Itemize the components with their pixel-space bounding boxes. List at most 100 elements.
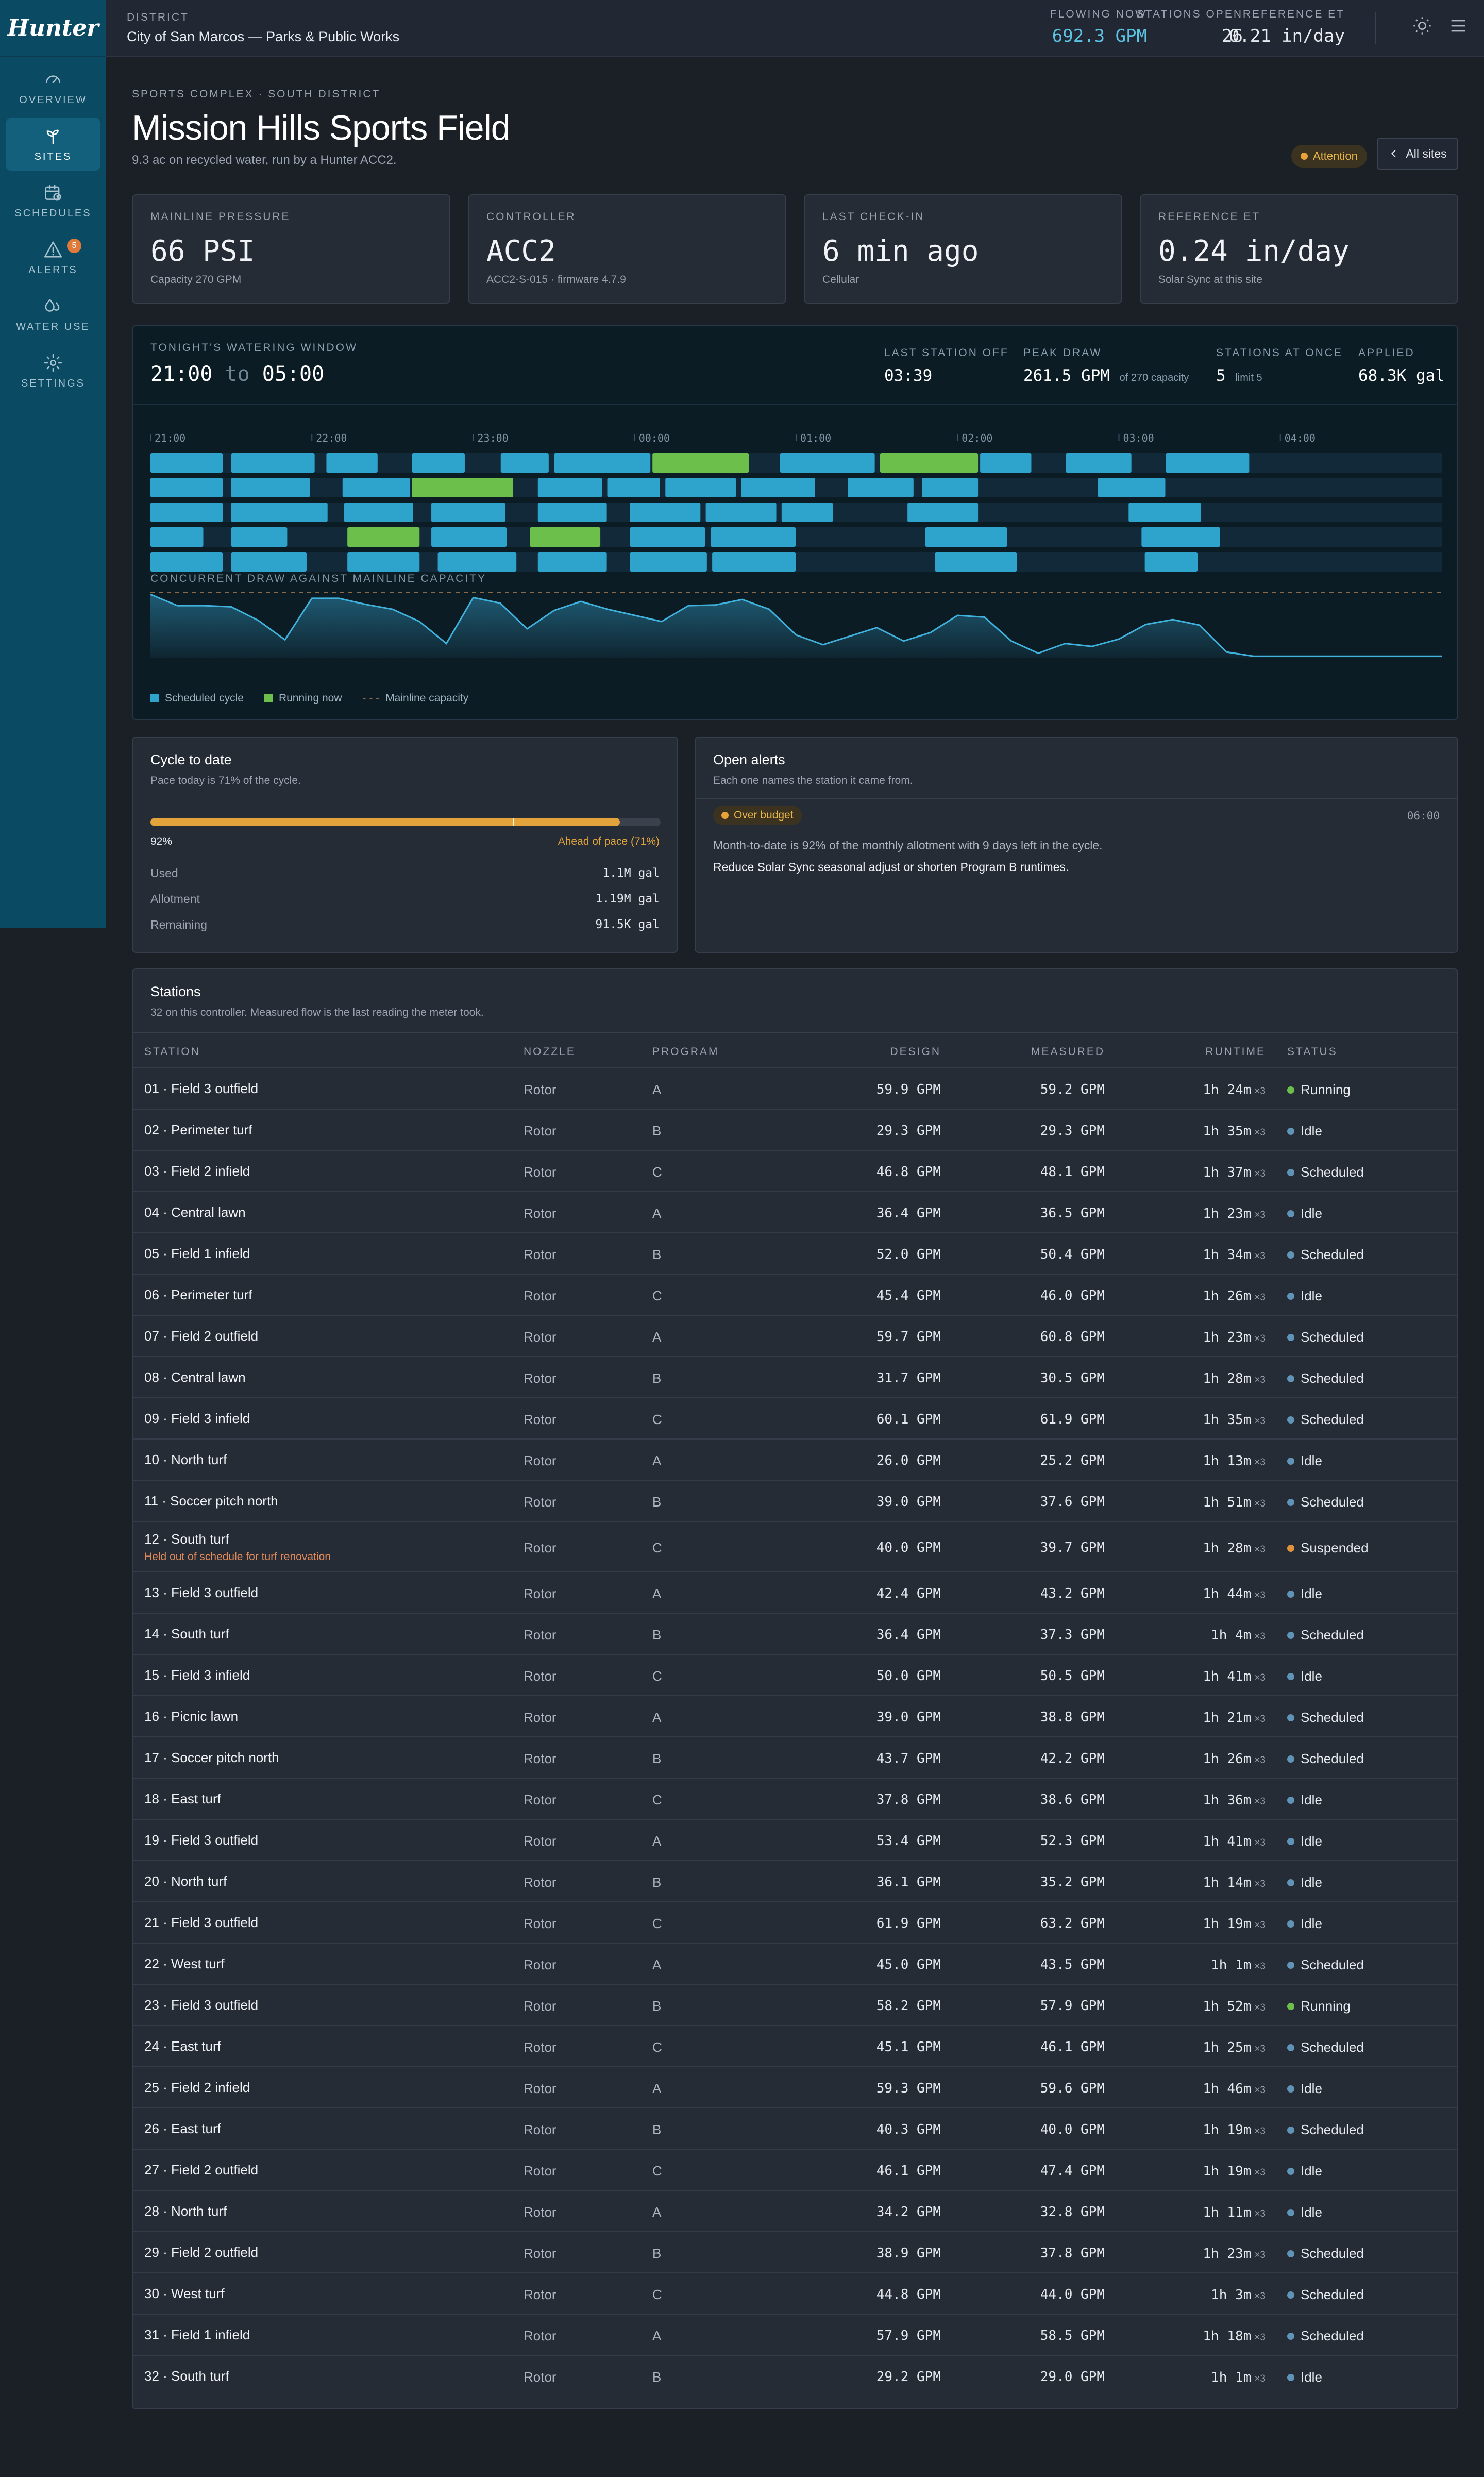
col-measured[interactable]: MEASURED (1031, 1046, 1105, 1058)
table-row[interactable]: 20 · North turf Rotor B 36.1 GPM 35.2 GPM 1h … (133, 1860, 1457, 1901)
table-row[interactable]: 12 · South turf Held out of schedule for … (133, 1521, 1457, 1571)
nav-item-water-use[interactable]: WATER USE (6, 288, 100, 341)
table-row[interactable]: 07 · Field 2 outfield Rotor A 59.7 GPM 60.8 … (133, 1315, 1457, 1356)
table-row[interactable]: 25 · Field 2 infield Rotor A 59.3 GPM 59.6 G… (133, 2066, 1457, 2107)
col-design[interactable]: DESIGN (890, 1046, 941, 1058)
running-cycle-bar[interactable] (880, 453, 979, 473)
nav-item-sites[interactable]: SITES (6, 118, 100, 171)
table-row[interactable]: 15 · Field 3 infield Rotor C 50.0 GPM 50.5 G… (133, 1654, 1457, 1695)
scheduled-cycle-bar[interactable] (231, 527, 288, 547)
table-row[interactable]: 26 · East turf Rotor B 40.3 GPM 40.0 GPM 1h 1… (133, 2107, 1457, 2149)
scheduled-cycle-bar[interactable] (500, 453, 549, 473)
table-row[interactable]: 28 · North turf Rotor A 34.2 GPM 32.8 GPM 1h … (133, 2190, 1457, 2231)
scheduled-cycle-bar[interactable] (781, 503, 833, 522)
scheduled-cycle-bar[interactable] (607, 478, 661, 497)
scheduled-cycle-bar[interactable] (710, 527, 796, 547)
scheduled-cycle-bar[interactable] (537, 503, 607, 522)
station-measured-flow: 59.2 GPM (1040, 1082, 1105, 1097)
scheduled-cycle-bar[interactable] (630, 527, 705, 547)
scheduled-cycle-bar[interactable] (150, 453, 223, 473)
scheduled-cycle-bar[interactable] (412, 453, 465, 473)
table-row[interactable]: 23 · Field 3 outfield Rotor B 58.2 GPM 57.9 … (133, 1984, 1457, 2025)
table-row[interactable]: 21 · Field 3 outfield Rotor C 61.9 GPM 63.2 … (133, 1901, 1457, 1943)
scheduled-cycle-bar[interactable] (150, 552, 223, 572)
scheduled-cycle-bar[interactable] (342, 478, 410, 497)
table-row[interactable]: 03 · Field 2 infield Rotor C 46.8 GPM 48.1 G… (133, 1150, 1457, 1191)
scheduled-cycle-bar[interactable] (907, 503, 979, 522)
scheduled-cycle-bar[interactable] (431, 503, 505, 522)
table-row[interactable]: 22 · West turf Rotor A 45.0 GPM 43.5 GPM 1h 1… (133, 1943, 1457, 1984)
table-row[interactable]: 08 · Central lawn Rotor B 31.7 GPM 30.5 GPM 1… (133, 1356, 1457, 1397)
scheduled-cycle-bar[interactable] (630, 503, 701, 522)
scheduled-cycle-bar[interactable] (935, 552, 1017, 572)
table-row[interactable]: 18 · East turf Rotor C 37.8 GPM 38.6 GPM 1h 3… (133, 1778, 1457, 1819)
col-program[interactable]: PROGRAM (652, 1046, 719, 1058)
running-cycle-bar[interactable] (412, 478, 513, 497)
scheduled-cycle-bar[interactable] (705, 503, 777, 522)
table-row[interactable]: 06 · Perimeter turf Rotor C 45.4 GPM 46.0 GP… (133, 1274, 1457, 1315)
all-sites-button[interactable]: All sites (1377, 138, 1458, 170)
nav-item-settings[interactable]: SETTINGS (6, 345, 100, 397)
table-row[interactable]: 27 · Field 2 outfield Rotor C 46.1 GPM 47.4 … (133, 2149, 1457, 2190)
scheduled-cycle-bar[interactable] (437, 552, 517, 572)
table-row[interactable]: 19 · Field 3 outfield Rotor A 53.4 GPM 52.3 … (133, 1819, 1457, 1860)
scheduled-cycle-bar[interactable] (347, 552, 420, 572)
nav-item-schedules[interactable]: SCHEDULES (6, 175, 100, 227)
scheduled-cycle-bar[interactable] (1166, 453, 1250, 473)
table-row[interactable]: 01 · Field 3 outfield Rotor A 59.9 GPM 59.2 … (133, 1067, 1457, 1109)
table-row[interactable]: 17 · Soccer pitch north Rotor B 43.7 GPM 42.… (133, 1736, 1457, 1778)
table-row[interactable]: 11 · Soccer pitch north Rotor B 39.0 GPM 37.… (133, 1480, 1457, 1521)
col-station[interactable]: STATION (144, 1046, 200, 1058)
table-row[interactable]: 29 · Field 2 outfield Rotor B 38.9 GPM 37.8 … (133, 2231, 1457, 2272)
scheduled-cycle-bar[interactable] (150, 527, 204, 547)
scheduled-cycle-bar[interactable] (554, 453, 651, 473)
scheduled-cycle-bar[interactable] (1141, 527, 1220, 547)
table-row[interactable]: 16 · Picnic lawn Rotor A 39.0 GPM 38.8 GPM 1h… (133, 1695, 1457, 1736)
table-row[interactable]: 30 · West turf Rotor C 44.8 GPM 44.0 GPM 1h 3… (133, 2272, 1457, 2314)
scheduled-cycle-bar[interactable] (231, 478, 310, 497)
scheduled-cycle-bar[interactable] (150, 478, 223, 497)
scheduled-cycle-bar[interactable] (326, 453, 378, 473)
scheduled-cycle-bar[interactable] (150, 503, 223, 522)
table-row[interactable]: 04 · Central lawn Rotor A 36.4 GPM 36.5 GPM 1… (133, 1191, 1457, 1232)
table-row[interactable]: 10 · North turf Rotor A 26.0 GPM 25.2 GPM 1h … (133, 1438, 1457, 1480)
table-row[interactable]: 05 · Field 1 infield Rotor B 52.0 GPM 50.4 G… (133, 1232, 1457, 1274)
scheduled-cycle-bar[interactable] (1128, 503, 1201, 522)
running-cycle-bar[interactable] (652, 453, 749, 473)
scheduled-cycle-bar[interactable] (1066, 453, 1132, 473)
nav-item-alerts[interactable]: ALERTS 5 (6, 231, 100, 284)
scheduled-cycle-bar[interactable] (630, 552, 707, 572)
menu-button[interactable] (1448, 15, 1469, 39)
scheduled-cycle-bar[interactable] (231, 503, 328, 522)
scheduled-cycle-bar[interactable] (537, 478, 602, 497)
scheduled-cycle-bar[interactable] (922, 478, 979, 497)
scheduled-cycle-bar[interactable] (780, 453, 875, 473)
scheduled-cycle-bar[interactable] (925, 527, 1007, 547)
scheduled-cycle-bar[interactable] (431, 527, 507, 547)
scheduled-cycle-bar[interactable] (1144, 552, 1198, 572)
table-row[interactable]: 14 · South turf Rotor B 36.4 GPM 37.3 GPM 1h … (133, 1613, 1457, 1654)
scheduled-cycle-bar[interactable] (231, 453, 315, 473)
running-cycle-bar[interactable] (530, 527, 601, 547)
scheduled-cycle-bar[interactable] (848, 478, 914, 497)
nav-item-overview[interactable]: OVERVIEW (6, 61, 100, 114)
col-status[interactable]: STATUS (1287, 1046, 1338, 1058)
scheduled-cycle-bar[interactable] (980, 453, 1032, 473)
table-row[interactable]: 24 · East turf Rotor C 45.1 GPM 46.1 GPM 1h 2… (133, 2025, 1457, 2066)
table-row[interactable]: 32 · South turf Rotor B 29.2 GPM 29.0 GPM 1h … (133, 2355, 1457, 2396)
scheduled-cycle-bar[interactable] (741, 478, 815, 497)
table-row[interactable]: 02 · Perimeter turf Rotor B 29.3 GPM 29.3 GP… (133, 1109, 1457, 1150)
table-row[interactable]: 31 · Field 1 infield Rotor A 57.9 GPM 58.5 G… (133, 2314, 1457, 2355)
col-runtime[interactable]: RUNTIME (1205, 1046, 1266, 1058)
scheduled-cycle-bar[interactable] (712, 552, 796, 572)
running-cycle-bar[interactable] (347, 527, 420, 547)
col-nozzle[interactable]: NOZZLE (524, 1046, 576, 1058)
theme-toggle-button[interactable] (1412, 15, 1432, 39)
scheduled-cycle-bar[interactable] (537, 552, 607, 572)
scheduled-cycle-bar[interactable] (344, 503, 413, 522)
scheduled-cycle-bar[interactable] (231, 552, 307, 572)
scheduled-cycle-bar[interactable] (665, 478, 736, 497)
scheduled-cycle-bar[interactable] (1098, 478, 1166, 497)
table-row[interactable]: 13 · Field 3 outfield Rotor A 42.4 GPM 43.2 … (133, 1571, 1457, 1613)
table-row[interactable]: 09 · Field 3 infield Rotor C 60.1 GPM 61.9 G… (133, 1397, 1457, 1438)
